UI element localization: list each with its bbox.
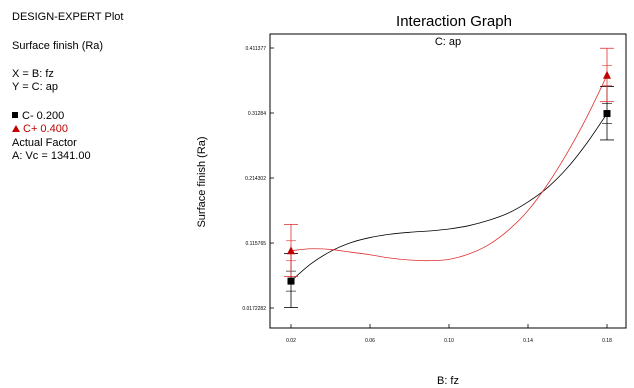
triangle-marker-icon <box>12 125 20 132</box>
y-tick-label: 0.115765 <box>246 241 267 247</box>
square-point <box>603 110 611 118</box>
y-factor-line: Y = C: ap <box>12 81 58 93</box>
legend-item-c-plus: C+ 0.400 <box>12 123 68 136</box>
chart-subtitle: C: ap <box>435 36 461 48</box>
actual-factor-value: A: Vc = 1341.00 <box>12 150 91 162</box>
y-tick-label: 0.31284 <box>248 111 266 117</box>
plot-frame <box>269 33 627 329</box>
chart-title: Interaction Graph <box>396 13 512 30</box>
x-tick-label: 0.18 <box>602 338 612 344</box>
legend-item-c-minus: C- 0.200 <box>12 110 64 123</box>
data-markers <box>287 70 611 285</box>
error-bars <box>284 47 614 308</box>
series-line <box>290 113 608 282</box>
x-axis-label: B: fz <box>437 375 459 387</box>
plot-title: DESIGN-EXPERT Plot <box>12 11 124 23</box>
legend-label: C+ 0.400 <box>23 123 68 135</box>
y-tick-label: 0.214302 <box>245 176 266 182</box>
x-tick-label: 0.10 <box>444 338 454 344</box>
legend-label: C- 0.200 <box>22 110 65 122</box>
x-tick-label: 0.14 <box>523 338 533 344</box>
actual-factor-heading: Actual Factor <box>12 137 77 149</box>
series-curves <box>290 75 608 282</box>
x-tick-label: 0.02 <box>286 338 296 344</box>
triangle-point <box>287 246 295 255</box>
x-factor-line: X = B: fz <box>12 68 54 80</box>
response-label: Surface finish (Ra) <box>12 40 104 52</box>
x-tick-label: 0.06 <box>365 338 375 344</box>
y-tick-label: 0.411377 <box>246 46 267 52</box>
y-tick-label: 0.0172282 <box>242 306 266 312</box>
square-marker-icon <box>12 112 18 118</box>
triangle-point <box>603 70 611 79</box>
y-axis-label: Surface finish (Ra) <box>196 136 208 227</box>
series-line <box>290 75 608 262</box>
axis-ticks: 0.02 0.06 0.10 0.14 0.18 0.0172282 0.115765 0.2… <box>242 46 612 344</box>
square-point <box>287 277 295 285</box>
